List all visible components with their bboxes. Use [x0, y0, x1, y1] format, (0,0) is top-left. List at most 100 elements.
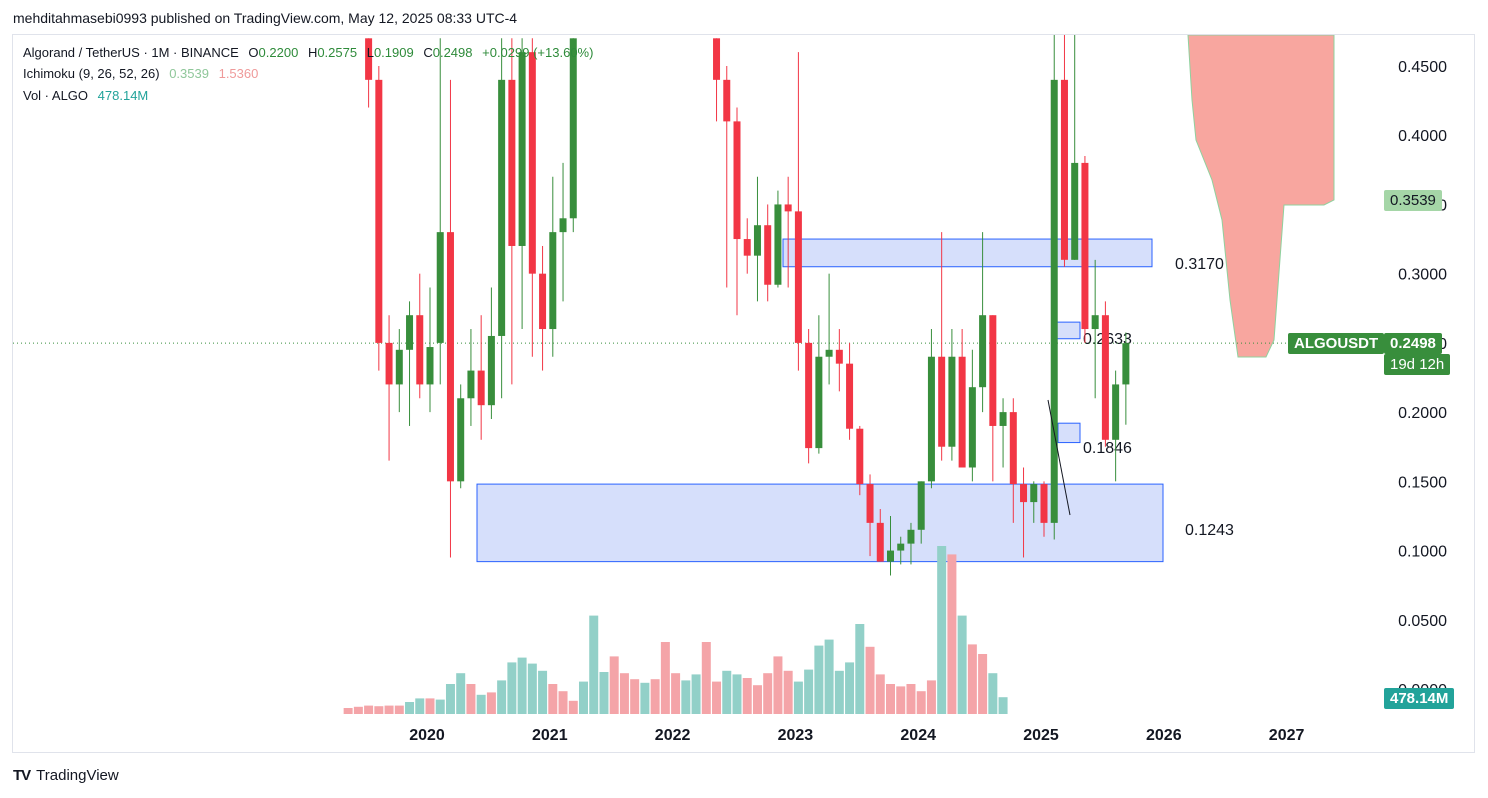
- candle-body: [446, 232, 454, 482]
- volume-bar: [394, 705, 404, 714]
- candle-body: [846, 363, 854, 429]
- candle-body: [835, 349, 843, 364]
- legend-o-label: O: [248, 45, 259, 60]
- volume-bar: [926, 680, 936, 714]
- volume-bar: [364, 705, 374, 714]
- y-axis-tick-label: 0.4500: [1398, 59, 1447, 76]
- volume-bar: [957, 615, 967, 714]
- legend-volume-value: 478.14M: [97, 88, 149, 103]
- candle-body: [487, 335, 495, 406]
- volume-bar: [824, 639, 834, 714]
- candle-body: [1081, 162, 1089, 330]
- volume-bar: [845, 662, 855, 714]
- volume-bar: [722, 670, 732, 714]
- volume-bar: [875, 674, 885, 714]
- legend-volume: Vol · ALGO 478.14M: [23, 88, 148, 103]
- candle-body: [887, 550, 894, 562]
- y-axis-tick-label: 0.2000: [1398, 405, 1447, 422]
- volume-bar: [855, 624, 865, 714]
- volume-bar: [763, 673, 773, 714]
- candle-body: [467, 370, 475, 399]
- y-axis-tick-label: 0.1000: [1398, 544, 1447, 561]
- candle-body: [805, 342, 813, 449]
- volume-bar: [548, 684, 558, 714]
- volume-bar: [456, 673, 466, 714]
- legend-c-value: 0.2498: [432, 45, 473, 60]
- candle-body: [406, 315, 414, 350]
- candle-body: [436, 232, 444, 343]
- candle-body: [1009, 412, 1017, 485]
- volume-bar: [589, 615, 599, 714]
- legend-symbol: Algorand / TetherUS · 1M · BINANCE: [23, 45, 239, 60]
- volume-bar: [783, 670, 793, 714]
- x-axis-tick-label: 2025: [1023, 727, 1059, 744]
- candle-body: [815, 356, 823, 449]
- candle-body: [1122, 343, 1130, 385]
- volume-bar: [558, 691, 568, 714]
- candle-body: [938, 356, 946, 447]
- x-axis-tick-label: 2024: [900, 727, 936, 744]
- volume-bar: [773, 656, 783, 714]
- candle-body: [856, 428, 864, 485]
- legend-ichimoku: Ichimoku (9, 26, 52, 26) 0.3539 1.5360: [23, 66, 258, 81]
- candle-body: [723, 79, 731, 122]
- x-axis-tick-label: 2021: [532, 727, 568, 744]
- volume-bar: [834, 670, 844, 714]
- trend-line: [1047, 399, 1071, 516]
- volume-bar: [507, 662, 517, 714]
- volume-bar: [742, 678, 752, 714]
- candle-body: [375, 79, 383, 343]
- last-price-tag: 0.2498: [1384, 333, 1442, 354]
- candle-body: [927, 356, 935, 482]
- candle-body: [968, 387, 976, 468]
- brand-label: TradingView: [36, 767, 119, 784]
- volume-bar: [691, 674, 701, 714]
- x-axis-tick-label: 2026: [1146, 727, 1182, 744]
- volume-bar: [486, 692, 496, 714]
- candle-body: [907, 529, 915, 544]
- candle-body: [999, 412, 1007, 426]
- candle-body: [416, 315, 424, 385]
- legend-ichimoku-b: 1.5360: [218, 66, 259, 81]
- legend-volume-label: Vol · ALGO: [23, 88, 89, 103]
- legend-l-label: L: [366, 45, 374, 60]
- candle-body: [1040, 484, 1048, 523]
- candle-body: [1050, 79, 1058, 523]
- candle-body: [1060, 79, 1068, 260]
- x-axis-tick-label: 2027: [1269, 727, 1305, 744]
- candle-body: [774, 204, 782, 285]
- volume-bar: [353, 706, 363, 714]
- volume-bar: [906, 684, 916, 714]
- candle-body: [897, 543, 905, 551]
- y-axis-tick-label: 0.0500: [1398, 613, 1447, 630]
- y-axis-tick-label: 0.4000: [1398, 128, 1447, 145]
- volume-bar: [445, 684, 455, 714]
- ichimoku-price-tag: 0.3539: [1384, 190, 1442, 211]
- legend-h-label: H: [307, 45, 318, 60]
- support-resistance-zone: [476, 483, 1164, 563]
- candle-body: [508, 79, 516, 246]
- candle-body: [876, 522, 884, 562]
- legend-c-label: C: [423, 45, 433, 60]
- candle-body: [713, 38, 721, 80]
- volume-bar: [660, 642, 670, 714]
- candle-body: [989, 315, 997, 426]
- countdown-tag: 19d 12h: [1384, 354, 1451, 375]
- tradingview-brand[interactable]: TV TradingView: [13, 767, 119, 784]
- volume-bar: [640, 682, 650, 714]
- volume-bar: [896, 686, 906, 714]
- candle-body: [395, 349, 403, 385]
- volume-bar: [998, 697, 1008, 714]
- volume-bar: [527, 663, 537, 714]
- volume-bar: [343, 708, 353, 714]
- volume-bar: [405, 702, 415, 714]
- x-axis-tick-label: 2023: [778, 727, 814, 744]
- volume-bar: [947, 554, 957, 714]
- volume-bar: [712, 681, 722, 714]
- zone-level-label: 0.1846: [1083, 440, 1132, 457]
- volume-bar: [793, 681, 803, 714]
- volume-bar: [671, 673, 681, 714]
- candle-body: [385, 342, 393, 385]
- volume-bar: [374, 706, 384, 714]
